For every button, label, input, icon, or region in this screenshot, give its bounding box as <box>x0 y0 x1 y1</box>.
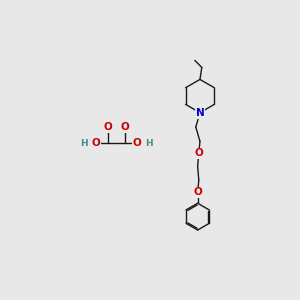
Text: O: O <box>91 138 100 148</box>
Text: O: O <box>193 188 202 197</box>
Text: N: N <box>196 108 204 118</box>
Text: O: O <box>103 122 112 132</box>
Text: O: O <box>194 148 203 158</box>
Text: H: H <box>145 139 153 148</box>
Text: O: O <box>133 138 141 148</box>
Text: H: H <box>80 139 87 148</box>
Text: O: O <box>121 122 129 132</box>
